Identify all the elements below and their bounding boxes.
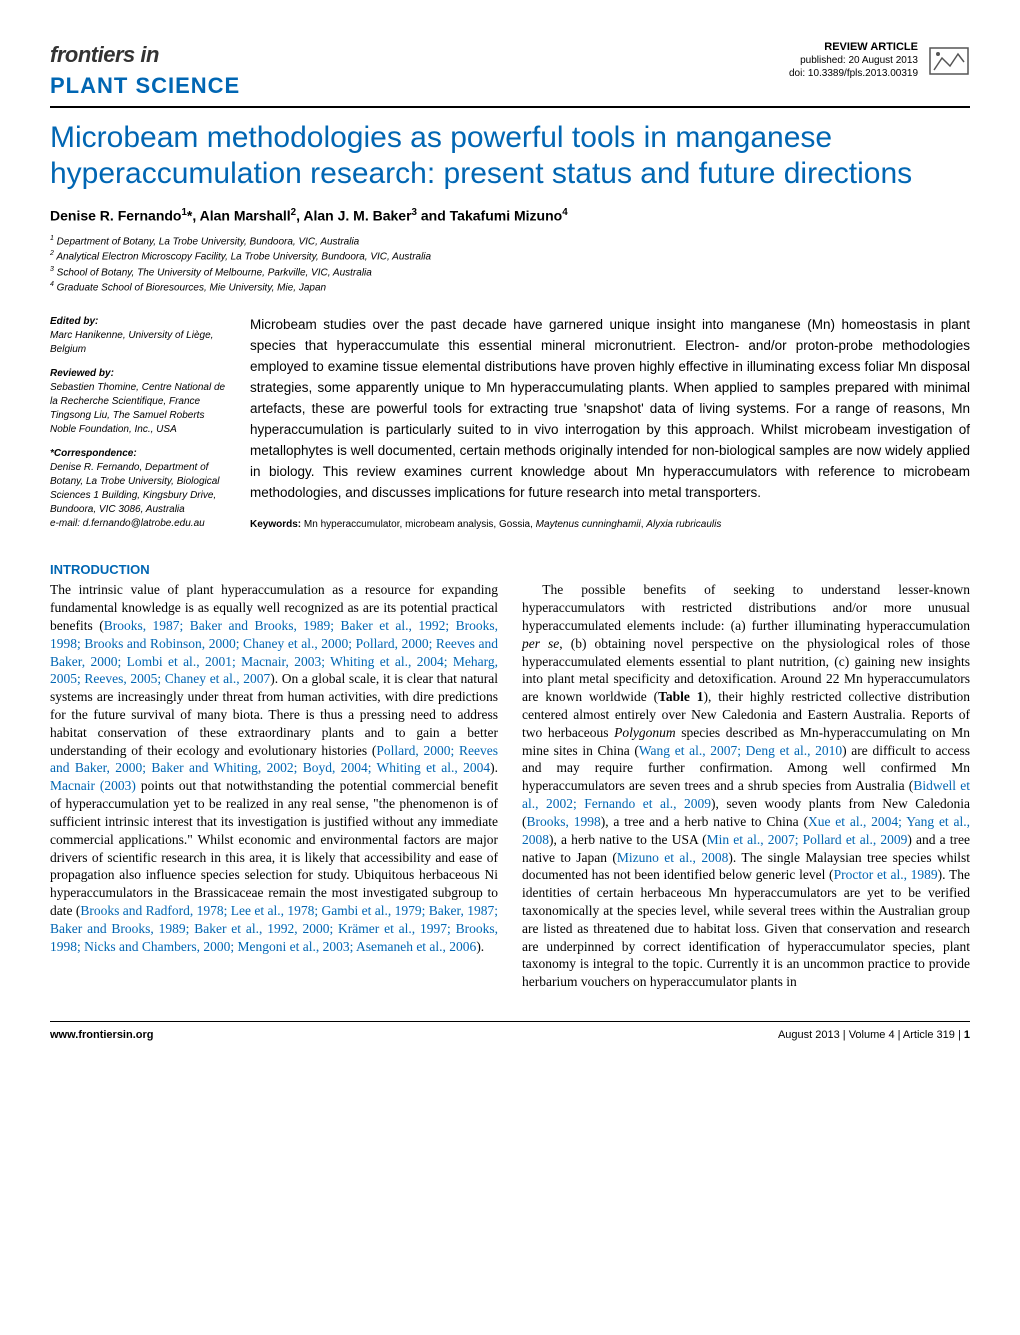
page-footer: www.frontiersin.org August 2013 | Volume… xyxy=(50,1021,970,1043)
keywords-label: Keywords: xyxy=(250,519,301,530)
frontiers-label: frontiers in xyxy=(50,40,240,71)
intro-paragraph-1: The intrinsic value of plant hyperaccumu… xyxy=(50,581,498,955)
editorial-sidebar: Edited by: Marc Hanikenne, University of… xyxy=(50,315,230,541)
published-date: published: 20 August 2013 xyxy=(789,54,918,67)
publication-info: REVIEW ARTICLE published: 20 August 2013… xyxy=(789,40,918,80)
frontiers-logo-icon xyxy=(928,40,970,82)
body-column-right: The possible benefits of seeking to unde… xyxy=(522,581,970,991)
doi: doi: 10.3389/fpls.2013.00319 xyxy=(789,67,918,80)
edited-by-section: Edited by: Marc Hanikenne, University of… xyxy=(50,315,230,357)
keywords-value: Mn hyperaccumulator, microbeam analysis,… xyxy=(304,519,721,530)
header-right: REVIEW ARTICLE published: 20 August 2013… xyxy=(789,40,970,82)
body-column-left: The intrinsic value of plant hyperaccumu… xyxy=(50,581,498,991)
reviewed-by-label: Reviewed by: xyxy=(50,367,230,381)
abstract-row: Edited by: Marc Hanikenne, University of… xyxy=(50,315,970,541)
intro-paragraph-2: The possible benefits of seeking to unde… xyxy=(522,581,970,991)
correspondence-label: *Correspondence: xyxy=(50,447,230,461)
authors: Denise R. Fernando1*, Alan Marshall2, Al… xyxy=(50,206,970,226)
footer-citation: August 2013 | Volume 4 | Article 319 | 1 xyxy=(778,1028,970,1043)
introduction-heading: INTRODUCTION xyxy=(50,561,970,579)
journal-brand: frontiers in PLANT SCIENCE xyxy=(50,40,240,102)
reviewed-by-section: Reviewed by: Sebastien Thomine, Centre N… xyxy=(50,367,230,437)
journal-name: PLANT SCIENCE xyxy=(50,71,240,102)
affiliations: 1 Department of Botany, La Trobe Univers… xyxy=(50,234,970,295)
page-header: frontiers in PLANT SCIENCE REVIEW ARTICL… xyxy=(50,40,970,108)
abstract: Microbeam studies over the past decade h… xyxy=(250,315,970,541)
keywords-line: Keywords: Mn hyperaccumulator, microbeam… xyxy=(250,517,970,533)
edited-by-value: Marc Hanikenne, University of Liège, Bel… xyxy=(50,329,230,357)
abstract-text: Microbeam studies over the past decade h… xyxy=(250,317,970,499)
article-title: Microbeam methodologies as powerful tool… xyxy=(50,120,970,192)
correspondence-section: *Correspondence: Denise R. Fernando, Dep… xyxy=(50,447,230,531)
body-columns: The intrinsic value of plant hyperaccumu… xyxy=(50,581,970,991)
edited-by-label: Edited by: xyxy=(50,315,230,329)
article-type: REVIEW ARTICLE xyxy=(789,40,918,54)
footer-url: www.frontiersin.org xyxy=(50,1028,154,1043)
reviewed-by-value: Sebastien Thomine, Centre National de la… xyxy=(50,381,230,437)
correspondence-value: Denise R. Fernando, Department of Botany… xyxy=(50,461,230,531)
